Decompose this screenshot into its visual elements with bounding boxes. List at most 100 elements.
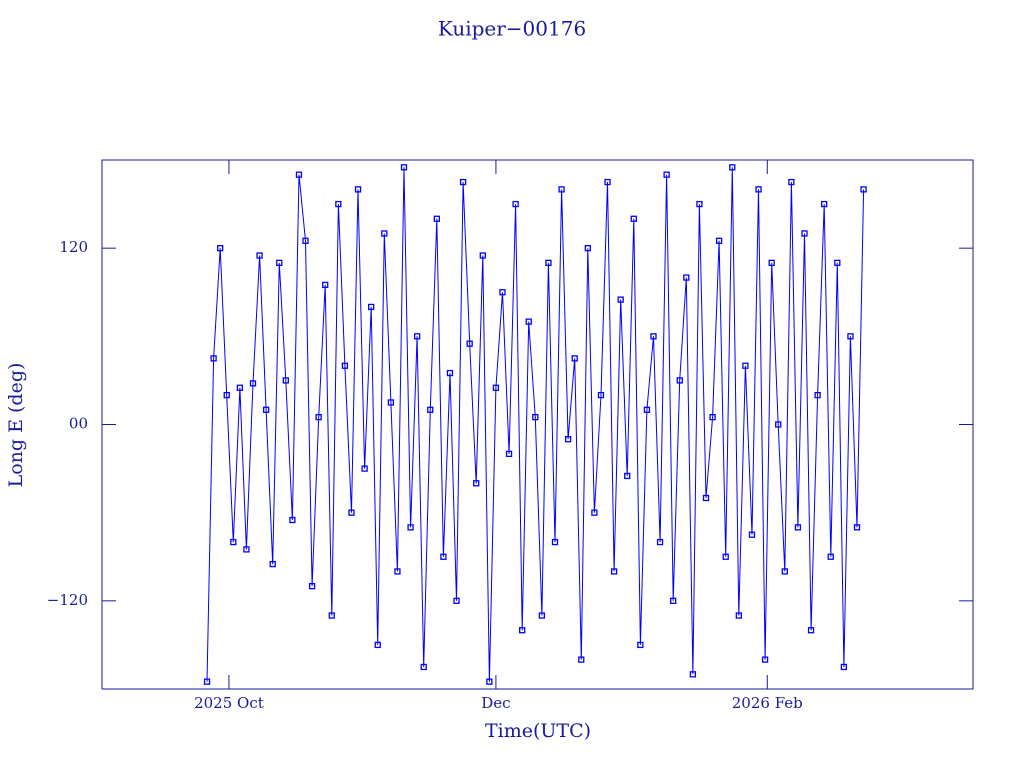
data-point	[479, 252, 486, 259]
data-line	[206, 167, 865, 682]
data-point	[236, 384, 244, 391]
data-point	[361, 465, 368, 472]
data-point	[801, 230, 808, 237]
data-point	[203, 678, 211, 685]
y-tick-label: 00	[69, 415, 88, 433]
data-point	[683, 274, 690, 281]
data-point	[545, 259, 552, 267]
data-point	[269, 560, 276, 568]
data-point	[453, 597, 460, 604]
data-point	[505, 450, 513, 458]
data-point	[663, 171, 670, 178]
data-point	[341, 362, 349, 369]
data-point	[768, 259, 775, 267]
data-point	[650, 333, 657, 340]
data-point	[394, 568, 401, 575]
data-point	[584, 245, 591, 252]
y-axis-label: Long E (deg)	[5, 363, 27, 488]
data-point	[519, 627, 526, 634]
data-point	[617, 296, 624, 303]
x-tick-label: 2025 Oct	[194, 694, 264, 712]
data-point	[413, 333, 421, 340]
data-point	[729, 164, 736, 171]
data-point	[486, 678, 493, 685]
data-point	[348, 509, 355, 516]
data-point	[387, 399, 395, 406]
data-point	[558, 186, 565, 193]
data-point	[840, 663, 848, 671]
data-point	[466, 340, 473, 347]
y-tick-label: −120	[47, 591, 88, 609]
data-point	[420, 663, 427, 671]
data-point	[289, 516, 296, 524]
data-point	[775, 421, 782, 428]
data-point	[249, 380, 257, 387]
data-point	[755, 186, 762, 193]
data-point	[597, 391, 605, 399]
data-point	[807, 627, 815, 634]
data-point	[735, 612, 742, 619]
data-point	[637, 641, 644, 649]
data-point	[709, 414, 716, 421]
data-point	[715, 237, 723, 244]
data-point	[282, 377, 289, 384]
data-point	[302, 237, 309, 244]
data-point	[860, 186, 867, 193]
data-point	[400, 164, 408, 171]
data-point	[315, 414, 322, 421]
data-point	[551, 538, 559, 546]
data-point	[604, 178, 611, 186]
data-point	[335, 200, 342, 208]
data-point	[788, 178, 795, 186]
data-point	[532, 414, 539, 421]
data-point	[676, 377, 683, 384]
data-point	[276, 259, 283, 267]
data-point	[322, 281, 329, 289]
data-point	[295, 171, 303, 178]
data-point	[223, 391, 230, 399]
data-point	[742, 362, 749, 369]
data-point	[689, 671, 697, 678]
data-point	[564, 436, 572, 443]
data-point	[328, 612, 335, 619]
data-point	[433, 215, 440, 222]
chart-title: Kuiper−00176	[438, 17, 586, 41]
data-point	[794, 524, 802, 531]
data-point	[696, 200, 703, 208]
data-point	[630, 215, 637, 222]
data-point	[821, 200, 828, 208]
data-point	[814, 391, 821, 399]
data-point	[407, 524, 414, 531]
data-point	[722, 553, 729, 560]
data-point	[525, 318, 532, 325]
data-point	[499, 289, 506, 296]
data-point	[847, 333, 854, 340]
data-point	[230, 538, 237, 546]
data-point	[748, 531, 756, 538]
data-point	[308, 582, 316, 590]
data-point	[610, 568, 618, 575]
plot-frame	[101, 159, 974, 690]
data-point	[262, 406, 270, 413]
data-point	[702, 494, 710, 502]
data-point	[217, 245, 224, 252]
data-point	[243, 546, 250, 553]
data-point	[538, 612, 546, 619]
data-point	[354, 186, 362, 193]
data-point	[381, 230, 388, 237]
x-tick-label: Dec	[481, 694, 510, 712]
data-point	[591, 509, 598, 516]
data-point	[834, 259, 841, 267]
data-point	[643, 406, 651, 413]
y-tick-label: 120	[59, 238, 88, 256]
data-point	[440, 553, 447, 560]
x-axis-label: Time(UTC)	[485, 720, 591, 742]
data-point	[210, 355, 217, 362]
x-tick-label: 2026 Feb	[732, 694, 803, 712]
data-point	[656, 538, 664, 546]
plot-area	[203, 164, 867, 685]
data-point	[256, 252, 263, 259]
data-point	[512, 200, 519, 208]
data-point	[761, 656, 769, 663]
